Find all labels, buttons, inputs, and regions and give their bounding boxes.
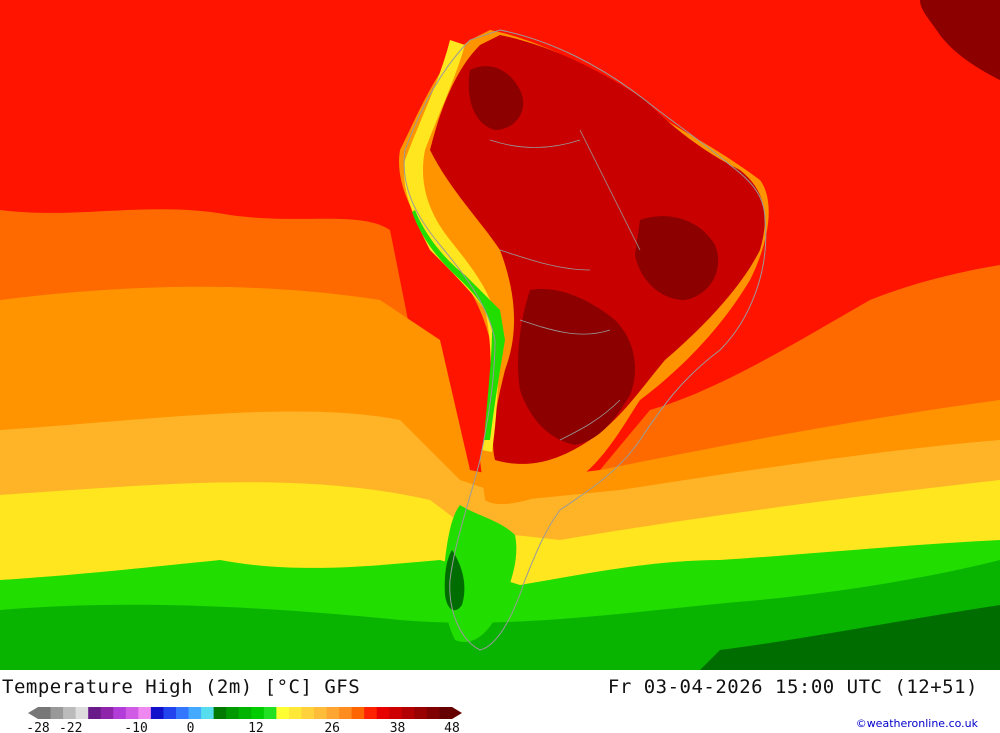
land-very-hot-central	[635, 216, 719, 300]
legend-swatch	[351, 707, 365, 719]
legend-swatch	[389, 707, 403, 719]
legend-swatch	[201, 707, 215, 719]
legend-ticks: -28 -22 -10 0 12 26 38 48	[26, 721, 460, 733]
legend-swatch	[426, 707, 440, 719]
legend-swatch	[138, 707, 152, 719]
legend-tick-label: -22	[59, 721, 82, 733]
legend-swatch	[439, 707, 453, 719]
legend-tick-label: 0	[187, 721, 195, 733]
legend-swatch	[188, 707, 202, 719]
legend-swatch	[326, 707, 340, 719]
legend-tick-label: -10	[124, 721, 147, 733]
legend-tick-label: 26	[324, 721, 340, 733]
legend-swatch	[163, 707, 177, 719]
legend-swatch	[301, 707, 315, 719]
legend-swatch	[88, 707, 102, 719]
legend-swatch	[276, 707, 290, 719]
legend-swatches	[28, 707, 462, 719]
coastline	[403, 29, 767, 651]
legend-swatch	[50, 707, 64, 719]
legend-swatch	[38, 707, 52, 719]
temperature-map	[0, 0, 1000, 670]
color-legend: -28 -22 -10 0 12 26 38 48	[26, 707, 462, 733]
legend-swatch	[63, 707, 77, 719]
legend-swatch	[176, 707, 190, 719]
legend-swatch	[75, 707, 89, 719]
legend-arrow-left	[28, 707, 38, 719]
legend-tick-label: 38	[390, 721, 406, 733]
valid-time: Fr 03-04-2026 15:00 UTC (12+51)	[607, 676, 978, 698]
legend-swatch	[226, 707, 240, 719]
legend-tick-label: -28	[26, 721, 49, 733]
legend-swatch	[263, 707, 277, 719]
credit-link[interactable]: ©weatheronline.co.uk	[855, 717, 978, 730]
legend-swatch	[401, 707, 415, 719]
legend-swatch	[238, 707, 252, 719]
legend-swatch	[125, 707, 139, 719]
legend-swatch	[339, 707, 353, 719]
legend-swatch	[364, 707, 378, 719]
patagonia-green	[443, 505, 517, 642]
legend-swatch	[213, 707, 227, 719]
border-lines	[489, 129, 641, 441]
legend-tick-label: 12	[248, 721, 264, 733]
legend-swatch	[150, 707, 164, 719]
legend-swatch	[113, 707, 127, 719]
legend-swatch	[251, 707, 265, 719]
land-hot	[430, 35, 765, 464]
map-title: Temperature High (2m) [°C] GFS	[2, 676, 361, 698]
land-northeast-corner	[920, 0, 1000, 80]
legend-swatch	[100, 707, 114, 719]
legend-tick-label: 48	[444, 721, 460, 733]
band-green-deep	[700, 605, 1000, 670]
band-green-dark	[0, 560, 1000, 670]
land-very-hot-north	[468, 66, 524, 130]
legend-arrow-right	[452, 707, 462, 719]
andes-yellow-strip	[404, 40, 499, 452]
legend-swatch	[314, 707, 328, 719]
legend-swatch	[288, 707, 302, 719]
legend-swatch	[414, 707, 428, 719]
legend-swatch	[376, 707, 390, 719]
